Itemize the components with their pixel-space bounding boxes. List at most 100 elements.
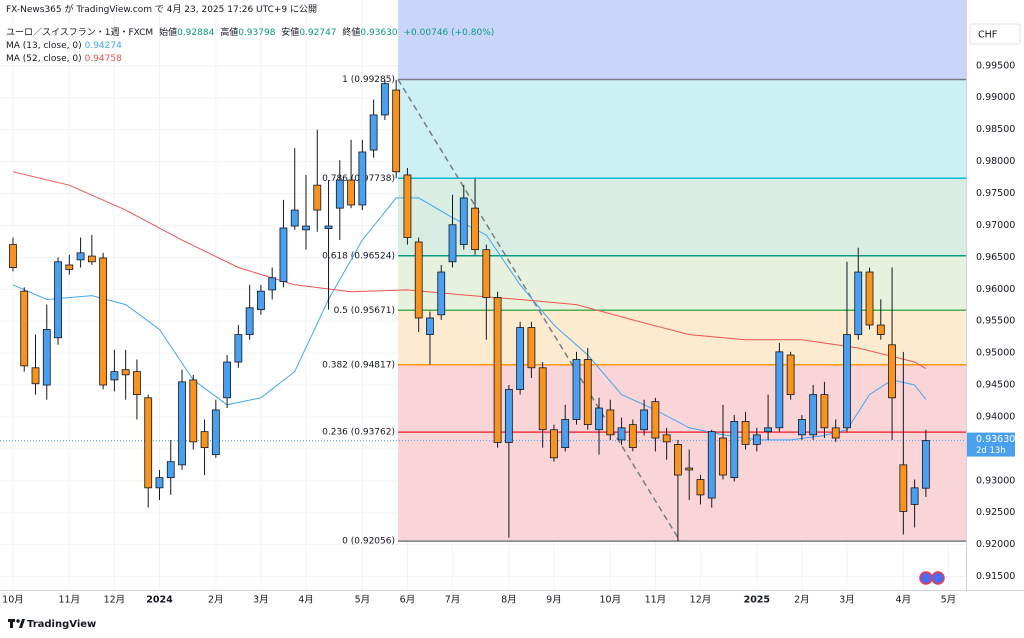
x-tick-label: 7月 <box>445 595 461 606</box>
fib-zone <box>398 178 966 256</box>
ma-line <box>12 197 927 441</box>
trend-line <box>397 79 681 542</box>
candle-body <box>561 419 570 449</box>
candle-body <box>831 427 840 439</box>
y-tick-label: 0.97000 <box>976 220 1015 231</box>
ma-value: 0.94274 <box>84 41 122 51</box>
high-name: 高値 <box>220 28 239 38</box>
candle-body <box>617 427 626 441</box>
x-tick-label: 5月 <box>941 595 957 606</box>
candle-body <box>133 371 141 396</box>
candle-body <box>764 427 772 433</box>
y-tick-label: 0.95500 <box>976 316 1015 327</box>
candle-body <box>843 334 851 429</box>
candle-body <box>87 255 96 263</box>
y-tick-label: 0.92000 <box>976 539 1015 550</box>
candle-body <box>696 479 705 496</box>
candle-body <box>166 461 175 479</box>
candle-body <box>257 290 265 311</box>
y-tick-label: 0.95000 <box>976 348 1015 359</box>
candle-body <box>42 329 51 386</box>
legend-ohlc: ユーロ／スイスフラン・1週・FXCM 始値0.92884 高値0.93798 安… <box>6 27 497 39</box>
candle-body <box>651 401 660 439</box>
published-line: FX-News365 が TradingView.com で 4月 23, 20… <box>6 4 320 16</box>
candle-body <box>414 241 423 319</box>
candle-body <box>437 271 446 316</box>
candle-body <box>448 224 457 263</box>
x-tick-label: 2024 <box>146 595 173 606</box>
x-tick-label: 2025 <box>744 595 770 606</box>
last-price-label: 0.93630 <box>976 434 1015 445</box>
candle-body <box>223 361 232 399</box>
candle-body <box>583 359 592 426</box>
low-name: 安値 <box>281 28 300 38</box>
currency-label: CHF <box>978 30 997 41</box>
open-name: 始値 <box>159 28 178 38</box>
x-tick-label: 6月 <box>400 595 416 606</box>
y-tick-label: 0.94000 <box>976 411 1015 422</box>
candle-body <box>674 444 682 476</box>
event-icon[interactable] <box>931 571 945 585</box>
candle-body <box>245 307 254 335</box>
x-tick-label: 3月 <box>839 595 855 606</box>
candle-body <box>798 419 806 436</box>
y-tick-label: 0.92500 <box>976 507 1015 518</box>
x-tick-label: 5月 <box>355 595 371 606</box>
y-tick-label: 0.99000 <box>976 92 1015 103</box>
candle-body <box>200 431 209 449</box>
candle-body <box>899 464 908 512</box>
x-tick-label: 2月 <box>794 595 810 606</box>
candle-body <box>335 179 344 209</box>
legend-ma: MA (52, close, 0) 0.94758 <box>6 53 125 65</box>
fib-zone <box>398 432 966 542</box>
fib-zone <box>398 0 966 80</box>
candle-body <box>178 381 186 466</box>
y-tick-label: 0.93000 <box>976 475 1015 486</box>
candle-body <box>268 277 277 291</box>
candle-body <box>324 225 333 229</box>
candle-body <box>888 344 896 399</box>
published: FX-News365 が TradingView.com で 4月 23, 20… <box>6 5 318 15</box>
candle-body <box>392 89 401 173</box>
ma-value: 0.94758 <box>84 54 122 64</box>
candle-body <box>493 297 502 443</box>
x-tick-label: 9月 <box>546 595 562 606</box>
x-tick-label: 12月 <box>104 595 126 606</box>
brand-name: TradingView <box>27 619 96 630</box>
candle-body <box>99 257 108 386</box>
y-tick-label: 0.94500 <box>976 380 1015 391</box>
fib-label: 0.382 (0.94817) <box>322 360 395 370</box>
brand-logo <box>8 619 25 628</box>
candle-body <box>279 227 288 282</box>
x-tick-label: 11月 <box>645 595 667 606</box>
y-tick-label: 0.97500 <box>976 188 1015 199</box>
event-icon[interactable] <box>919 571 933 585</box>
legend-ma: MA (13, close, 0) 0.94274 <box>6 40 125 52</box>
currency-box[interactable] <box>969 23 1021 45</box>
fib-zone <box>398 364 966 433</box>
y-tick-label: 0.96500 <box>976 252 1015 263</box>
candle-body <box>471 207 479 251</box>
x-tick-label: 12月 <box>690 595 712 606</box>
candle-body <box>110 371 119 381</box>
x-tick-label: 10月 <box>600 595 622 606</box>
candle-body <box>741 421 750 445</box>
candle-body <box>910 487 919 505</box>
candle-body <box>730 421 739 479</box>
symbol: ユーロ／スイスフラン・1週・FXCM <box>6 28 154 38</box>
candle-body <box>606 409 615 436</box>
candle-body <box>820 394 829 429</box>
candle-body <box>854 271 863 335</box>
candle-body <box>313 184 322 211</box>
candle-body <box>65 264 74 270</box>
y-tick-label: 0.91500 <box>976 571 1015 582</box>
plot-area: 1 (0.99285)0.786 (0.97738)0.618 (0.96524… <box>0 0 966 590</box>
ma-name: MA (13, close, 0) <box>6 41 82 51</box>
candle-body <box>155 477 164 489</box>
candle-body <box>685 467 694 471</box>
x-tick-label: 4月 <box>298 595 314 606</box>
fib-zone <box>398 79 966 179</box>
fib-label: 0.618 (0.96524) <box>322 251 395 261</box>
low-value: 0.92747 <box>299 28 337 38</box>
candle-body <box>426 317 434 335</box>
